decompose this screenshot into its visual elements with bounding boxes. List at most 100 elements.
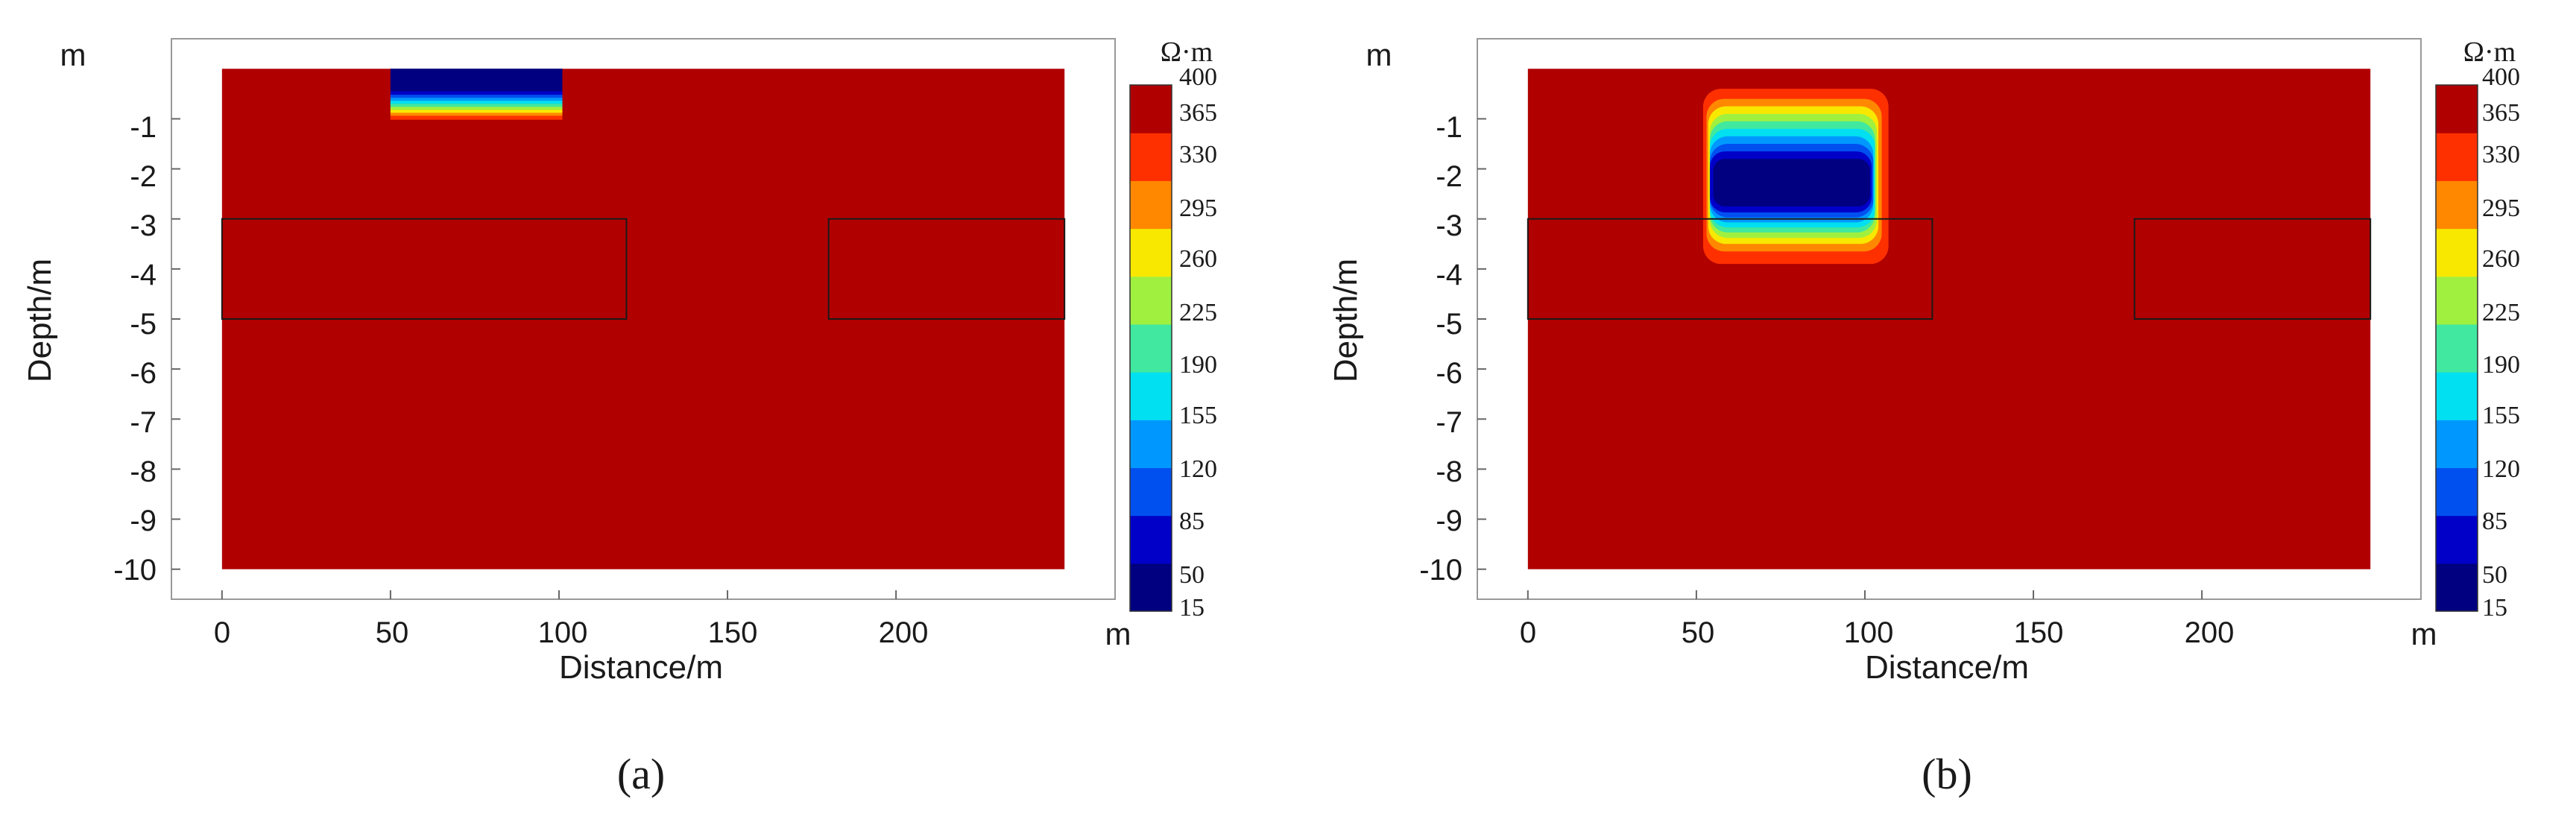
colorbar-unit: Ω·m (2463, 37, 2516, 68)
anomaly-band (390, 119, 563, 125)
colorbar-tick-label: 85 (2482, 508, 2507, 535)
anomaly-band (390, 69, 563, 92)
x-tick-label: 100 (1844, 616, 1894, 649)
colorbar-tick-label: 365 (1179, 99, 1217, 127)
colorbar-tick-label: 15 (1179, 594, 1205, 622)
plot-area (1527, 69, 2372, 569)
colorbar-tick-label: 15 (2482, 594, 2507, 622)
anomaly-band (390, 95, 563, 98)
anomaly-band (390, 98, 563, 101)
y-tick-label: -1 (1436, 111, 1462, 144)
tick-marks (1477, 118, 2203, 599)
colorbar-tick-label: 190 (2482, 351, 2520, 379)
y-tick-label: -4 (130, 259, 157, 291)
outlined-block (2133, 218, 2372, 320)
colorbar-tick-label: 365 (2482, 99, 2520, 127)
anomaly-band (390, 101, 563, 104)
x-tick-label: 150 (2014, 616, 2064, 649)
y-tick-label: -6 (130, 357, 157, 390)
y-tick-label: -2 (130, 160, 157, 193)
anomaly-band (390, 116, 563, 120)
y-tick-label: -9 (1436, 505, 1462, 537)
colorbar-segment (2436, 85, 2478, 133)
colorbar-tick-label: 120 (2482, 455, 2520, 483)
colorbar-tick-label: 225 (1179, 299, 1217, 326)
colorbar-tick-label: 120 (1179, 455, 1217, 483)
colorbar-segment (1130, 515, 1172, 564)
colorbar-tick-label: 50 (2482, 561, 2507, 589)
colorbar-segment (2436, 180, 2478, 230)
colorbar-tick-label: 85 (1179, 508, 1205, 535)
outlined-block (221, 218, 628, 320)
colorbar-tick-label: 260 (1179, 245, 1217, 273)
x-tick-label: 100 (538, 616, 588, 649)
colorbar-segment (2436, 563, 2478, 612)
y-tick-label: -10 (113, 554, 157, 587)
colorbar-segment (2436, 228, 2478, 277)
colorbar-segment (1130, 276, 1172, 325)
x-tick-label: 200 (879, 616, 929, 649)
colorbar-tick-label: 400 (2482, 63, 2520, 91)
colorbar-tick-label: 155 (1179, 402, 1217, 429)
y-tick-label: -5 (130, 308, 157, 341)
y-tick-label: -8 (1436, 455, 1462, 488)
colorbar-segment (1130, 372, 1172, 420)
x-tick-label: 50 (376, 616, 409, 649)
colorbar-tick-label: 50 (1179, 561, 1205, 589)
x-tick-label: 0 (214, 616, 230, 649)
colorbar-tick-label: 155 (2482, 402, 2520, 429)
y-tick-label: -10 (1419, 554, 1462, 587)
colorbar-segment (1130, 563, 1172, 612)
tick-marks (171, 118, 897, 599)
y-tick-label: -7 (1436, 406, 1462, 439)
anomaly-contour (1898, 163, 1939, 324)
y-tick-label: -8 (130, 455, 157, 488)
colorbar-tick-label: 225 (2482, 299, 2520, 326)
colorbar-tick-label: 260 (2482, 245, 2520, 273)
colorbar-segment (2436, 372, 2478, 420)
colorbar-segment (2436, 420, 2478, 469)
colorbar-frame (2435, 84, 2478, 612)
colorbar-tick-label: 190 (1179, 351, 1217, 379)
colorbar-segment (1130, 228, 1172, 277)
y-tick-label: -9 (130, 505, 157, 537)
outlined-block (1527, 218, 1933, 320)
y-tick-label: -2 (1436, 160, 1462, 193)
y-tick-label: -1 (130, 111, 157, 144)
colorbar-tick-label: 295 (2482, 195, 2520, 222)
x-unit-label: m (2411, 616, 2437, 651)
colorbar-tick-label: 295 (1179, 195, 1217, 222)
y-tick-label: -7 (130, 406, 157, 439)
colorbar-tick-label: 330 (2482, 141, 2520, 168)
anomaly-band (390, 113, 563, 116)
colorbar-segment (2436, 276, 2478, 325)
colorbar (2435, 84, 2478, 612)
y-tick-label: -4 (1436, 259, 1462, 291)
colorbar-segment (2436, 323, 2478, 373)
plot-area (221, 69, 1066, 569)
anomaly-band (390, 107, 563, 110)
panel-label: (b) (1922, 750, 1972, 798)
colorbar-segment (1130, 133, 1172, 181)
x-tick-label: 150 (708, 616, 758, 649)
colorbar-segment (2436, 467, 2478, 516)
x-unit-label: m (1105, 616, 1131, 651)
x-axis-label: Distance/m (1865, 649, 2029, 686)
y-tick-label: -5 (1436, 308, 1462, 341)
y-axis-label: Depth/m (1328, 259, 1364, 382)
outlined-block (827, 218, 1066, 320)
colorbar-frame (1129, 84, 1172, 612)
y-unit-label: m (60, 37, 86, 72)
y-axis-label: Depth/m (22, 259, 58, 382)
y-tick-label: -6 (1436, 357, 1462, 390)
panel-b: m m -1 -2 -3 -4 -5 -6 -7 -8 -9 -10 0 50 … (1328, 37, 2520, 798)
y-tick-label: -3 (1436, 209, 1462, 242)
colorbar-segment (1130, 323, 1172, 373)
panel-label: (a) (617, 750, 665, 798)
colorbar-unit: Ω·m (1161, 37, 1213, 68)
x-tick-label: 50 (1682, 616, 1715, 649)
colorbar-segment (2436, 515, 2478, 564)
colorbar-segment (1130, 467, 1172, 516)
x-tick-label: 200 (2185, 616, 2235, 649)
